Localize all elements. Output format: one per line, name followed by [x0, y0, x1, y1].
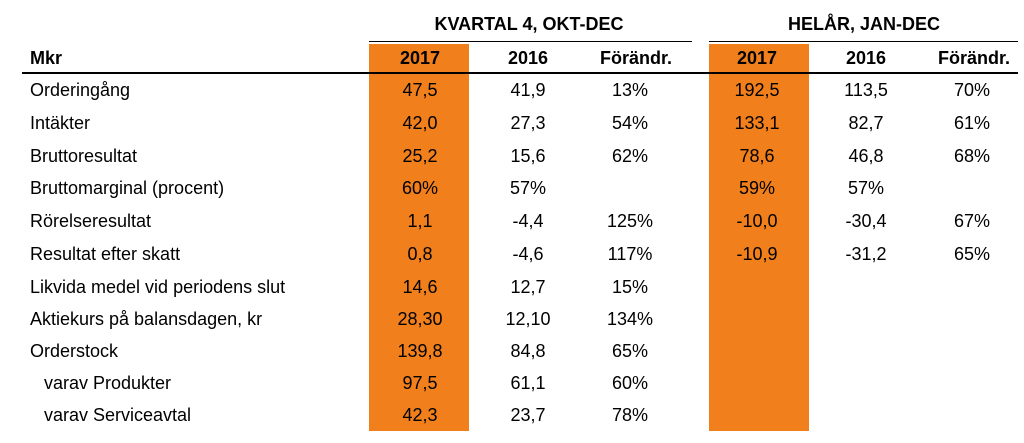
table-row: varav Serviceavtal 42,3 23,7 78%: [0, 399, 1024, 431]
q4-2016-value: 41,9: [510, 80, 546, 100]
table-row: Rörelseresultat 1,1 -4,4 125% -10,0 -30,…: [0, 205, 1024, 237]
q4-change-value: 134%: [606, 309, 654, 329]
fy-header-change: Förändr.: [937, 48, 1010, 68]
header-rule: [22, 72, 1018, 74]
fy-2016-value: 46,8: [848, 146, 884, 166]
table-row: Orderstock 139,8 84,8 65%: [0, 335, 1024, 367]
fy-change-value: 68%: [953, 146, 991, 166]
q4-2017-value: 14,6: [402, 277, 438, 297]
row-label: Bruttomarginal (procent): [30, 178, 225, 198]
table-row: Resultat efter skatt 0,8 -4,6 117% -10,9…: [0, 238, 1024, 270]
q4-2016-value: -4,6: [512, 244, 544, 264]
fy-change-value: 65%: [953, 244, 991, 264]
row-label: varav Produkter: [44, 373, 172, 393]
row-label: Orderstock: [30, 341, 119, 361]
q4-2017-highlight-column: [369, 44, 469, 431]
q4-change-value: 125%: [606, 211, 654, 231]
q4-change-value: 65%: [611, 341, 649, 361]
q4-2017-value: 139,8: [397, 341, 443, 361]
fy-change-value: 61%: [953, 113, 991, 133]
table-row: Likvida medel vid periodens slut 14,6 12…: [0, 271, 1024, 303]
q4-change-value: 60%: [611, 373, 649, 393]
q4-change-value: 78%: [611, 405, 649, 425]
q4-group-underline: [369, 41, 692, 42]
q4-2017-value: 60%: [401, 178, 439, 198]
row-label: Orderingång: [30, 80, 131, 100]
fy-2017-value: 78,6: [739, 146, 775, 166]
table-row: Intäkter 42,0 27,3 54% 133,1 82,7 61%: [0, 107, 1024, 139]
q4-2016-value: 27,3: [510, 113, 546, 133]
q4-2017-value: 25,2: [402, 146, 438, 166]
q4-2016-value: 12,7: [510, 277, 546, 297]
fy-header-2016: 2016: [845, 48, 887, 68]
row-label: Likvida medel vid periodens slut: [30, 277, 286, 297]
fy-2016-value: -31,2: [845, 244, 887, 264]
fy-2017-value: 59%: [738, 178, 776, 198]
q4-2017-value: 28,30: [397, 309, 443, 329]
fy-2017-value: -10,9: [736, 244, 778, 264]
table-row: Orderingång 47,5 41,9 13% 192,5 113,5 70…: [0, 74, 1024, 106]
fy-2017-highlight-column: [709, 44, 809, 431]
q4-2016-value: 12,10: [505, 309, 551, 329]
unit-label: Mkr: [30, 48, 63, 68]
q4-2017-value: 0,8: [407, 244, 433, 264]
q4-2016-value: 57%: [509, 178, 547, 198]
fy-group-underline: [709, 41, 1018, 42]
fy-header-2017: 2017: [736, 48, 778, 68]
q4-header-change: Förändr.: [599, 48, 672, 68]
fy-2017-value: 133,1: [734, 113, 780, 133]
row-label: Bruttoresultat: [30, 146, 138, 166]
q4-2017-value: 97,5: [402, 373, 438, 393]
table-row: varav Produkter 97,5 61,1 60%: [0, 367, 1024, 399]
fy-2016-value: -30,4: [845, 211, 887, 231]
q4-header-2016: 2016: [507, 48, 549, 68]
q4-2017-value: 42,0: [402, 113, 438, 133]
q4-change-value: 117%: [607, 244, 653, 264]
q4-2016-value: 61,1: [510, 373, 546, 393]
fy-2016-value: 57%: [847, 178, 885, 198]
q4-change-value: 54%: [611, 113, 649, 133]
q4-group-title: KVARTAL 4, OKT-DEC: [434, 14, 624, 34]
fy-change-value: 70%: [953, 80, 991, 100]
q4-2016-value: 15,6: [510, 146, 546, 166]
table-row: Bruttomarginal (procent) 60% 57% 59% 57%: [0, 172, 1024, 204]
fy-2016-value: 82,7: [848, 113, 884, 133]
q4-2016-value: 84,8: [510, 341, 546, 361]
fy-group-title: HELÅR, JAN-DEC: [787, 14, 940, 34]
q4-2016-value: -4,4: [512, 211, 544, 231]
fy-2016-value: 113,5: [844, 80, 888, 100]
fy-2017-value: -10,0: [736, 211, 778, 231]
fy-2017-value: 192,5: [734, 80, 780, 100]
row-label: Resultat efter skatt: [30, 244, 181, 264]
q4-2017-value: 1,1: [407, 211, 433, 231]
q4-change-value: 15%: [611, 277, 649, 297]
row-label: varav Serviceavtal: [44, 405, 192, 425]
q4-2016-value: 23,7: [510, 405, 546, 425]
fy-change-value: 67%: [953, 211, 991, 231]
table-row: Bruttoresultat 25,2 15,6 62% 78,6 46,8 6…: [0, 140, 1024, 172]
q4-2017-value: 47,5: [402, 80, 438, 100]
row-label: Intäkter: [30, 113, 91, 133]
q4-change-value: 13%: [611, 80, 649, 100]
q4-change-value: 62%: [611, 146, 649, 166]
row-label: Aktiekurs på balansdagen, kr: [30, 309, 263, 329]
q4-2017-value: 42,3: [402, 405, 438, 425]
table-row: Aktiekurs på balansdagen, kr 28,30 12,10…: [0, 303, 1024, 335]
row-label: Rörelseresultat: [30, 211, 152, 231]
q4-header-2017: 2017: [399, 48, 441, 68]
